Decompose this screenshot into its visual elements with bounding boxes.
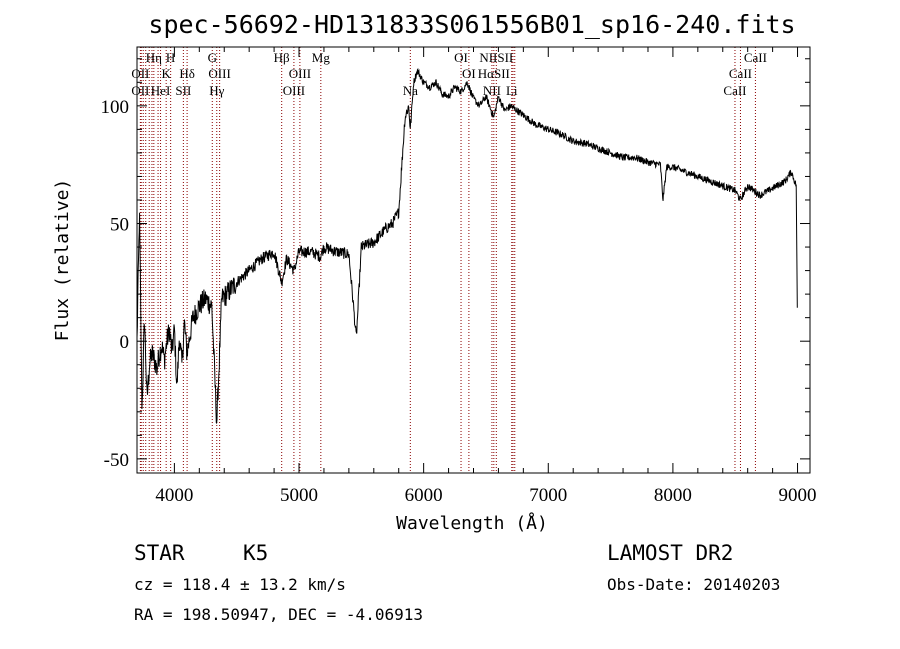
x-tick-label: 9000 xyxy=(779,485,817,506)
line-marker-label: OIII xyxy=(208,66,230,81)
object-class: STAR xyxy=(134,541,185,565)
line-marker-label: HαSII xyxy=(478,66,510,81)
line-marker-label: Li xyxy=(506,83,518,98)
redshift-velocity: cz = 118.4 ± 13.2 km/s xyxy=(134,575,346,594)
line-marker-label: OIII xyxy=(289,66,311,81)
line-marker-label: Hβ xyxy=(274,50,290,65)
y-axis-label: Flux (relative) xyxy=(52,179,73,342)
line-marker-label: Na xyxy=(403,83,418,98)
line-marker-label: HeI xyxy=(151,83,171,98)
line-marker-label: Hη xyxy=(146,50,162,65)
x-axis: 4000 5000 6000 7000 8000 9000 xyxy=(155,47,817,506)
x-tick-label: 8000 xyxy=(654,485,692,506)
x-tick-label: 4000 xyxy=(155,485,193,506)
line-marker-label: CaII xyxy=(723,83,746,98)
spectrum-line xyxy=(136,67,798,424)
object-subclass: K5 xyxy=(243,541,268,565)
x-tick-label: 5000 xyxy=(280,485,318,506)
line-marker-label: CaII xyxy=(744,50,767,65)
chart-title: spec-56692-HD131833S061556B01_sp16-240.f… xyxy=(148,10,795,39)
line-marker-label: Hδ xyxy=(179,66,195,81)
line-marker-label: OI xyxy=(462,66,476,81)
line-marker-label: NII xyxy=(483,83,501,98)
y-tick-label: 50 xyxy=(110,215,129,236)
plot-frame xyxy=(136,46,811,474)
line-marker-label: OIII xyxy=(283,83,305,98)
line-marker-label: CaII xyxy=(729,66,752,81)
observation-date: Obs-Date: 20140203 xyxy=(607,575,780,594)
line-marker-label: K xyxy=(161,66,171,81)
coordinates: RA = 198.50947, DEC = -4.06913 xyxy=(134,605,423,624)
line-marker-label: Mg xyxy=(312,50,331,65)
y-axis: -50 0 50 100 xyxy=(101,58,810,471)
y-tick-label: 0 xyxy=(120,332,130,353)
line-marker-label: SII xyxy=(175,83,191,98)
line-marker-label: OII xyxy=(131,83,149,98)
line-marker-label: H xyxy=(166,50,175,65)
x-axis-label: Wavelength (Å) xyxy=(396,512,548,534)
line-marker-label: Hγ xyxy=(209,83,224,98)
y-tick-label: -50 xyxy=(104,450,129,471)
y-tick-label: 100 xyxy=(101,97,130,118)
survey-name: LAMOST DR2 xyxy=(607,541,733,565)
line-marker-label: NIISII xyxy=(479,50,513,65)
x-tick-label: 7000 xyxy=(529,485,567,506)
emission-line-markers xyxy=(139,47,756,473)
line-marker-label: OI xyxy=(454,50,468,65)
line-marker-label: OII xyxy=(131,66,149,81)
line-marker-label: G xyxy=(208,50,217,65)
x-tick-label: 6000 xyxy=(405,485,443,506)
